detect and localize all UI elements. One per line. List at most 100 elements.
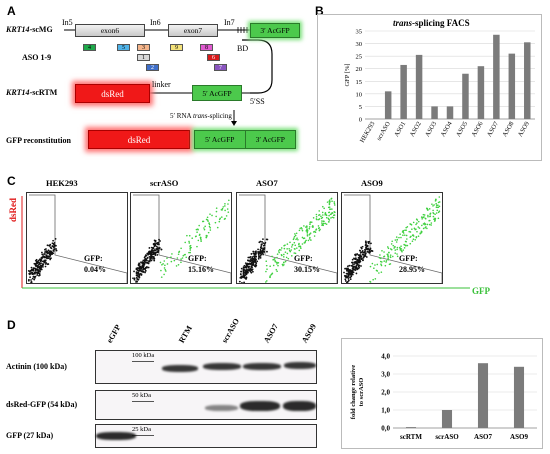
dot-green — [321, 211, 324, 214]
dot-green — [293, 237, 295, 239]
band-actinin — [203, 363, 241, 370]
dot-black — [344, 280, 347, 282]
dot-black — [136, 269, 139, 272]
aso-8-box: 8 — [200, 44, 213, 51]
dot-black — [153, 259, 156, 262]
dot-black — [366, 248, 369, 250]
dot-green — [328, 206, 331, 208]
facs-plot: GFP: 0.04% — [26, 192, 128, 284]
dot-black — [367, 240, 370, 243]
dot-green — [214, 221, 217, 224]
lane-label: ASO7 — [262, 322, 281, 345]
dot-black — [144, 269, 147, 272]
dot-green — [176, 257, 179, 259]
dot-green — [398, 246, 401, 249]
dot-black — [42, 263, 45, 266]
dot-green — [406, 226, 409, 228]
dot-green — [300, 247, 302, 250]
dot-black — [355, 262, 358, 264]
gfp-readout-label: GFP: — [294, 254, 313, 263]
dot-green — [163, 273, 165, 276]
dot-green — [289, 241, 291, 244]
dot-black — [53, 242, 56, 244]
dot-green — [294, 244, 297, 247]
dot-green — [280, 247, 283, 249]
dot-black — [345, 276, 348, 279]
exon6-box: exon6 — [75, 24, 145, 37]
dot-black — [263, 247, 266, 249]
dot-green — [402, 249, 405, 251]
dot-green — [308, 238, 311, 240]
dot-black — [243, 276, 245, 279]
dot-green — [221, 207, 224, 210]
dot-green — [333, 210, 336, 213]
ytick-b: 5 — [359, 104, 362, 111]
dot-green — [385, 261, 387, 263]
dot-green — [206, 216, 209, 219]
dot-green — [264, 281, 267, 283]
dot-green — [381, 249, 383, 252]
dot-green — [321, 205, 324, 208]
band-dsred-gfp — [240, 401, 280, 411]
facs-plot: GFP: 15.16% — [130, 192, 232, 284]
panel-label-c: C — [7, 174, 16, 188]
dot-green — [315, 228, 318, 230]
dot-green — [265, 260, 268, 262]
dot-black — [247, 259, 249, 262]
dot-green — [189, 245, 191, 247]
dot-black — [28, 278, 30, 281]
dot-black — [250, 271, 253, 274]
dot-green — [189, 251, 192, 254]
dot-green — [180, 258, 182, 260]
dot-black — [347, 278, 350, 280]
dot-black — [262, 242, 265, 244]
dot-green — [406, 238, 408, 240]
aso-3-number: 3 — [142, 44, 145, 51]
dot-black — [143, 259, 146, 262]
dot-black — [43, 248, 46, 251]
dot-black — [48, 255, 51, 258]
bar-d-ASO9 — [513, 366, 525, 428]
dot-green — [414, 238, 417, 241]
dot-green — [390, 243, 393, 245]
dot-black — [238, 280, 241, 283]
dot-green — [328, 199, 331, 201]
dot-black — [254, 264, 257, 267]
dot-green — [396, 246, 399, 249]
gfp-readout-value: 15.16% — [188, 265, 214, 274]
dot-green — [383, 251, 385, 253]
dot-green — [285, 256, 288, 259]
dot-green — [297, 238, 299, 241]
dot-black — [53, 244, 56, 247]
dot-black — [350, 264, 353, 267]
ytick-b: 25 — [356, 54, 363, 61]
dot-green — [318, 226, 320, 229]
blot-row-label: Actinin (100 kDa) — [6, 362, 67, 371]
dot-black — [30, 268, 33, 271]
dot-black — [358, 266, 361, 269]
dot-black — [32, 267, 35, 270]
xtick-d: scrASO — [435, 433, 459, 441]
dot-black — [257, 250, 260, 253]
lane-label: RTM — [177, 324, 194, 345]
dot-green — [421, 224, 423, 227]
dot-green — [320, 215, 322, 218]
dot-green — [196, 245, 198, 248]
dot-green — [369, 265, 372, 268]
dot-green — [396, 239, 398, 241]
dot-green — [374, 264, 376, 266]
dot-black — [148, 260, 151, 263]
dot-green — [327, 221, 330, 223]
ylabel-d-1: fold change relative — [350, 365, 357, 420]
dot-black — [43, 259, 46, 262]
dot-green — [421, 218, 423, 220]
dot-black — [263, 248, 266, 251]
dot-green — [424, 217, 427, 220]
dot-black — [361, 245, 364, 248]
dot-black — [149, 253, 152, 256]
dot-green — [317, 225, 320, 227]
dot-black — [248, 260, 251, 262]
dot-black — [44, 256, 46, 259]
dot-black — [248, 269, 251, 272]
ytick-d: 4,0 — [381, 353, 390, 361]
